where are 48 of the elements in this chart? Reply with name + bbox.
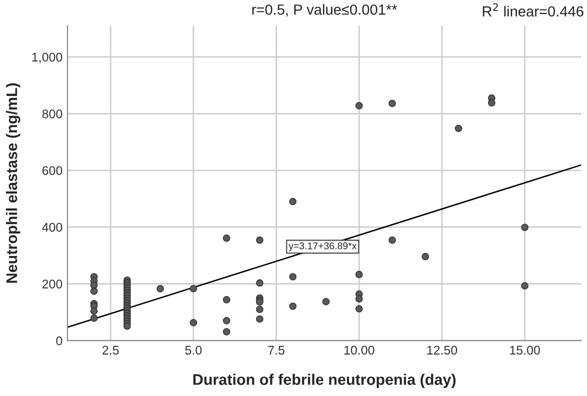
point — [289, 273, 297, 280]
point — [355, 270, 363, 278]
y-tick-label: 600 — [42, 166, 62, 176]
y-tick-label: 800 — [42, 109, 62, 118]
point — [190, 284, 198, 292]
y-tick-label: 400 — [42, 222, 62, 232]
point — [90, 288, 98, 295]
x-tick-label: 10.00 — [344, 346, 374, 355]
point — [156, 284, 164, 292]
x-axis-title: Duration of febrile neutropenia (day) — [193, 374, 456, 388]
point — [355, 295, 363, 303]
point — [521, 282, 528, 290]
point — [289, 198, 297, 206]
point — [355, 102, 363, 110]
text: R$^{2}$ linear=0.446 — [482, 3, 584, 17]
point — [422, 252, 430, 260]
point — [90, 282, 98, 289]
x-tick-label: 5.0 — [185, 346, 202, 355]
point — [90, 307, 98, 315]
point — [256, 315, 264, 323]
point — [289, 302, 297, 310]
chart-title: r=0.5, P value≤0.001** — [252, 4, 398, 16]
point — [90, 314, 98, 322]
point — [222, 234, 230, 242]
point — [222, 328, 230, 336]
y-tick-label: 1,000 — [32, 52, 62, 64]
point — [488, 99, 496, 107]
point — [322, 298, 330, 306]
point — [355, 305, 363, 312]
y-axis-title: Neutrophil elastase (ng/mL) — [6, 83, 20, 283]
point — [190, 319, 198, 326]
point — [454, 124, 462, 132]
point — [256, 236, 264, 244]
point — [222, 296, 230, 304]
y-tick-label: 200 — [42, 280, 62, 288]
x-tick-label: 7.5 — [268, 346, 284, 355]
point — [256, 279, 264, 287]
x-tick-label: 15.00 — [510, 346, 540, 355]
point — [256, 306, 264, 314]
point — [123, 322, 131, 330]
point — [222, 317, 230, 324]
annotation: y=3.17+36.89*x — [288, 242, 357, 252]
point — [388, 100, 396, 108]
point — [521, 224, 528, 232]
point — [388, 236, 396, 244]
y-tick-label: 0 — [56, 336, 62, 346]
x-tick-label: 12.50 — [427, 346, 458, 355]
x-tick-label: 2.5 — [102, 346, 119, 355]
